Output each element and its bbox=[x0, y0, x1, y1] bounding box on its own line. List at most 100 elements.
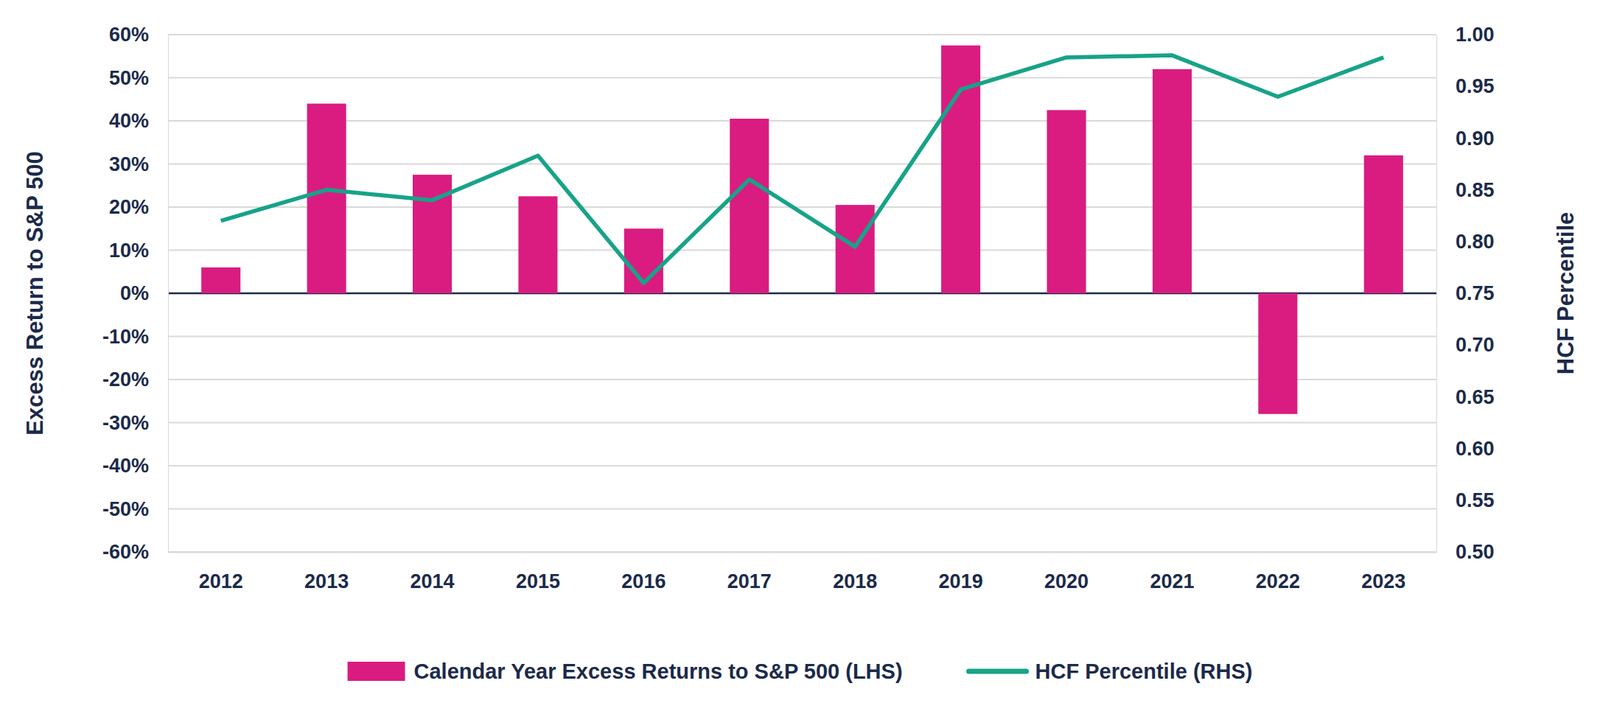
y2-tick-label: 0.50 bbox=[1455, 540, 1495, 564]
y2-tick: 0.80 bbox=[1436, 230, 1495, 253]
y-tick-label: -50% bbox=[102, 498, 149, 521]
y2-tick-label: 0.75 bbox=[1455, 282, 1495, 305]
y-tick-label: -30% bbox=[102, 411, 149, 435]
legend: Calendar Year Excess Returns to S&P 500 … bbox=[347, 659, 1253, 684]
x-tick: 2023 bbox=[1361, 552, 1406, 593]
grid-line bbox=[168, 120, 1437, 122]
y-tick-label: 20% bbox=[109, 196, 149, 219]
bar bbox=[1364, 155, 1404, 294]
y-tick: -20% bbox=[102, 368, 169, 391]
y2-tick: 0.75 bbox=[1436, 282, 1495, 305]
y-axis: -60%-50%-40%-30%-20%-10%0%10%20%30%40%50… bbox=[102, 23, 169, 564]
x-axis-line bbox=[168, 552, 1438, 554]
x-tick-label: 2015 bbox=[515, 570, 561, 593]
y2-tick: 0.65 bbox=[1436, 386, 1495, 409]
y2-tick-label: 0.90 bbox=[1455, 127, 1495, 150]
y-tick: 60% bbox=[109, 23, 169, 46]
bar-series bbox=[201, 45, 1404, 415]
bar bbox=[835, 204, 875, 294]
y-tick: 10% bbox=[109, 239, 169, 262]
x-tick-label: 2018 bbox=[832, 570, 878, 593]
grid-line bbox=[168, 206, 1437, 208]
y2-tick-label: 0.60 bbox=[1455, 437, 1495, 460]
y-tick: 50% bbox=[109, 67, 169, 90]
grid-line bbox=[168, 422, 1437, 424]
x-tick-label: 2021 bbox=[1149, 570, 1194, 593]
bar bbox=[1152, 69, 1192, 294]
bar bbox=[729, 118, 769, 294]
plot: 2012 2013 2014 2015 2016 2017 2018 2019 2020 2021… bbox=[102, 23, 1495, 593]
grid-line bbox=[168, 163, 1437, 166]
y-tick-label: 0% bbox=[120, 282, 149, 305]
bar bbox=[1047, 109, 1087, 294]
x-tick: 2020 bbox=[1044, 552, 1089, 593]
x-axis: 2012 2013 2014 2015 2016 2017 2018 2019 2020 2021… bbox=[168, 552, 1438, 593]
y2-tick-label: 0.80 bbox=[1455, 230, 1495, 253]
x-tick: 2019 bbox=[938, 552, 984, 593]
y-tick-label: -60% bbox=[102, 540, 149, 564]
y2-tick-label: 0.95 bbox=[1455, 75, 1495, 98]
y-tick: -40% bbox=[102, 454, 169, 477]
x-tick-label: 2017 bbox=[727, 570, 772, 593]
y-tick-label: -40% bbox=[102, 454, 149, 477]
x-tick-label: 2020 bbox=[1044, 570, 1089, 593]
grid-line bbox=[168, 33, 1437, 36]
bar bbox=[941, 45, 981, 294]
x-tick-label: 2019 bbox=[938, 570, 984, 593]
y-axis-line bbox=[168, 35, 169, 553]
y2-tick: 0.50 bbox=[1436, 540, 1495, 564]
grid-line bbox=[168, 77, 1437, 79]
y-tick: 20% bbox=[109, 196, 169, 219]
bar bbox=[201, 267, 241, 294]
y2-tick: 0.60 bbox=[1436, 437, 1495, 460]
y2-tick: 0.95 bbox=[1436, 75, 1495, 98]
x-tick-label: 2016 bbox=[621, 570, 666, 593]
x-tick-label: 2022 bbox=[1255, 570, 1301, 593]
bar bbox=[307, 103, 347, 294]
y2-tick-label: 0.85 bbox=[1455, 179, 1495, 202]
bar bbox=[1258, 293, 1298, 415]
legend-label: Calendar Year Excess Returns to S&P 500 … bbox=[414, 659, 903, 684]
grid-line bbox=[168, 551, 1437, 553]
x-tick-label: 2023 bbox=[1361, 570, 1406, 593]
grid-line bbox=[168, 465, 1437, 467]
y-axis-title: Excess Return to S&P 500 bbox=[22, 151, 48, 435]
y2-axis-line bbox=[1436, 35, 1438, 553]
x-tick: 2015 bbox=[515, 552, 561, 593]
y-tick-label: -20% bbox=[102, 368, 149, 391]
legend-swatch bbox=[969, 669, 1027, 675]
x-tick: 2017 bbox=[727, 552, 772, 593]
grid bbox=[168, 34, 1437, 553]
y-tick-label: 40% bbox=[109, 109, 149, 132]
legend-swatch bbox=[347, 661, 406, 681]
y-tick: 40% bbox=[109, 109, 169, 132]
x-tick: 2018 bbox=[832, 552, 878, 593]
legend-item: HCF Percentile (RHS) bbox=[969, 659, 1253, 684]
y2-tick: 0.85 bbox=[1436, 179, 1495, 202]
y2-tick: 1.00 bbox=[1436, 23, 1495, 46]
y2-tick-label: 0.65 bbox=[1455, 386, 1495, 409]
y-tick-label: 30% bbox=[109, 153, 149, 176]
y-tick: -30% bbox=[102, 411, 169, 435]
grid-line bbox=[168, 508, 1437, 510]
grid-line bbox=[168, 336, 1437, 338]
x-tick: 2016 bbox=[621, 552, 666, 593]
legend-item: Calendar Year Excess Returns to S&P 500 … bbox=[347, 659, 903, 684]
y-tick: 0% bbox=[120, 282, 169, 305]
x-tick: 2013 bbox=[304, 552, 349, 593]
x-tick: 2021 bbox=[1149, 552, 1194, 593]
y-tick: -50% bbox=[102, 498, 169, 521]
bar bbox=[518, 196, 558, 294]
y-tick-label: 50% bbox=[109, 67, 149, 90]
grid-line bbox=[168, 249, 1437, 252]
x-tick: 2012 bbox=[198, 552, 244, 593]
y-tick-label: 60% bbox=[109, 23, 149, 46]
y2-tick-label: 0.70 bbox=[1455, 333, 1495, 356]
y2-tick-label: 0.55 bbox=[1455, 489, 1495, 512]
legend-label: HCF Percentile (RHS) bbox=[1035, 659, 1253, 684]
x-tick: 2022 bbox=[1255, 552, 1301, 593]
x-tick: 2014 bbox=[410, 552, 455, 593]
grid-line bbox=[168, 378, 1437, 381]
y-tick: 30% bbox=[109, 153, 169, 176]
y2-tick: 0.55 bbox=[1436, 489, 1495, 512]
